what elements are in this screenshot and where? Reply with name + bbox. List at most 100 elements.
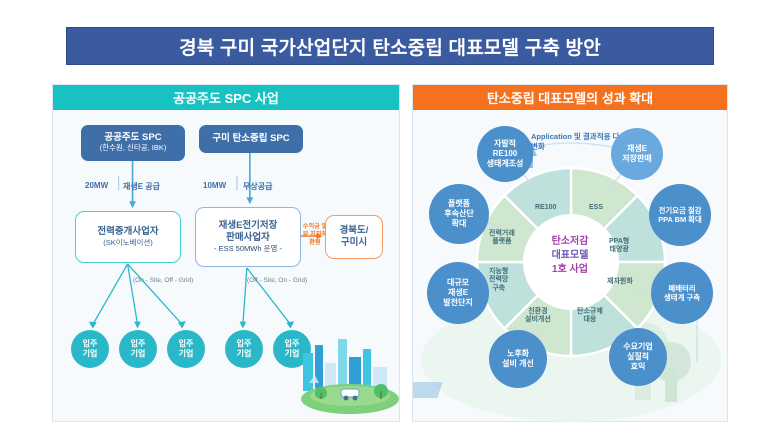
center-line2: 대표모델 bbox=[551, 250, 589, 261]
ring-label-line: 대응 bbox=[583, 316, 597, 324]
flow-label-left-capacity: 20MW bbox=[85, 181, 109, 190]
center-line1: 탄소저감 bbox=[551, 236, 589, 247]
outer-circle-line: 폐배터리 bbox=[668, 283, 696, 293]
flow-label-right-type: 무상공급 bbox=[243, 182, 273, 191]
outer-circle-line: 플랫폼 bbox=[447, 199, 471, 208]
government-line1: 경북도/ bbox=[339, 225, 369, 237]
industrial-city-illustration bbox=[301, 339, 399, 414]
ring-label-power-trading-platform: 전력거래 플랫폼 bbox=[489, 230, 515, 247]
performance-wheel: RE100 ESS PPA형 태양광 재자원화 탄소규제 대응 친환경 설비개선… bbox=[413, 110, 729, 423]
outer-circle-line: 후속산단 bbox=[444, 209, 474, 218]
wheel-center-label: 탄소저감 대표모델 1호 사업 bbox=[520, 235, 620, 277]
outer-circle-line: 수요기업 bbox=[623, 342, 653, 351]
ring-label-ppa-solar: PPA형 태양광 bbox=[609, 238, 629, 255]
spc-public-line2: (한수원, 신타공, IBK) bbox=[99, 143, 167, 153]
outer-circle-line: 설비 개선 bbox=[502, 359, 534, 368]
ring-label-line: 설비개선 bbox=[525, 316, 551, 324]
outer-circle-line: 확대 bbox=[451, 219, 467, 228]
outer-circle-line: PPA BM 확대 bbox=[658, 215, 702, 224]
government-box: 경북도/ 구미시 bbox=[325, 215, 383, 259]
outer-circle-line: 실질적 bbox=[626, 352, 650, 361]
tenant-line2: 기업 bbox=[130, 349, 146, 358]
power-broker-line2: (SK이노베이션) bbox=[103, 238, 153, 248]
power-broker-line1: 전력중개사업자 bbox=[97, 226, 159, 238]
center-line3: 1호 사업 bbox=[552, 264, 588, 275]
tenant-circle: 입주 기업 bbox=[119, 330, 157, 368]
ring-label-smart-grid: 지능형 전력망 구축 bbox=[489, 268, 508, 293]
outer-circle-large-renewable-complex: 대규모 재생E 발전단지 bbox=[427, 262, 489, 324]
outer-circle-line: 저장판매 bbox=[622, 154, 652, 163]
left-panel: 공공주도 SPC 사업 bbox=[52, 84, 400, 422]
ring-label-line: 플랫폼 bbox=[492, 238, 512, 246]
ring-label-line: RE100 bbox=[535, 204, 557, 211]
tenant-line2: 기업 bbox=[236, 349, 252, 358]
left-panel-header-text: 공공주도 SPC 사업 bbox=[173, 91, 279, 106]
ring-label-ess: ESS bbox=[589, 204, 603, 212]
outer-circle-line: RE100 bbox=[492, 149, 518, 158]
grid-label-off-site: (Off - Site, On - Grid) bbox=[247, 277, 308, 284]
spc-gumi-box: 구미 탄소중립 SPC bbox=[199, 125, 303, 153]
revenue-return-note: 수익금 일부 지자체 환원 bbox=[302, 223, 328, 246]
page-title-text: 경북 구미 국가산업단지 탄소중립 대표모델 구축 방안 bbox=[179, 37, 601, 59]
outer-circle-line: 재생E bbox=[626, 144, 648, 153]
outer-circle-ppa-bm-expansion: 전기요금 절감 PPA BM 확대 bbox=[649, 184, 711, 246]
outer-circle-line: 발전단지 bbox=[443, 298, 473, 307]
ring-label-carbon-regulation: 탄소규제 대응 bbox=[577, 308, 603, 325]
inner-ring-donut bbox=[475, 166, 667, 358]
ring-label-line: 탄소규제 bbox=[577, 308, 603, 315]
tenant-line2: 기업 bbox=[284, 349, 300, 358]
outer-circle-voluntary-re100: 자발적 RE100 생태계조성 bbox=[477, 126, 533, 182]
ring-label-line: 태양광 bbox=[609, 246, 629, 254]
storage-seller-line1: 재생E전기저장 bbox=[218, 220, 278, 232]
flow-label-left-type: 재생E 공급 bbox=[123, 182, 160, 191]
ring-label-eco-facility: 친환경 설비개선 bbox=[525, 308, 551, 325]
tenant-line2: 기업 bbox=[82, 349, 98, 358]
tenant-line1: 입주 bbox=[236, 339, 252, 349]
spc-public-box: 공공주도 SPC (한수원, 신타공, IBK) bbox=[81, 125, 185, 161]
storage-seller-line3: - ESS 50MWh 운영 - bbox=[214, 244, 282, 254]
tenant-line1: 입주 bbox=[284, 339, 300, 349]
grid-label-on-site: (On - Site, Off - Grid) bbox=[133, 277, 194, 284]
ring-label-line: 지능형 bbox=[489, 268, 509, 275]
outer-circle-aging-facility-improvement: 노후화 설비 개선 bbox=[489, 330, 547, 388]
outer-circle-renewable-storage-sales: 재생E 저장판매 bbox=[611, 128, 663, 180]
left-panel-header: 공공주도 SPC 사업 bbox=[53, 85, 399, 110]
tenant-circle: 입주 기업 bbox=[167, 330, 205, 368]
right-panel-header-text: 탄소중립 대표모델의 성과 확대 bbox=[486, 91, 654, 106]
ring-label-line: 재자원화 bbox=[607, 278, 633, 285]
outer-circle-platform-followup-complex: 플랫폼 후속산단 확대 bbox=[429, 184, 489, 244]
ring-label-line: 친환경 bbox=[528, 308, 548, 315]
outer-circle-demand-company-benefit: 수요기업 실질적 효익 bbox=[609, 328, 667, 386]
power-broker-box: 전력중개사업자 (SK이노베이션) bbox=[75, 211, 181, 263]
outer-circle-line: 효익 bbox=[630, 362, 646, 371]
outer-circle-line: 생태계 구축 bbox=[663, 293, 701, 302]
ring-label-recycling: 재자원화 bbox=[607, 278, 633, 286]
ring-label-line: 전력거래 bbox=[489, 230, 515, 237]
outer-circle-waste-battery-ecosystem: 폐배터리 생태계 구축 bbox=[651, 262, 713, 324]
ring-label-line: 구축 bbox=[492, 284, 506, 292]
storage-seller-line2: 판매사업자 bbox=[226, 232, 270, 244]
tenant-line1: 입주 bbox=[178, 339, 194, 349]
spc-public-line1: 공공주도 SPC bbox=[104, 132, 162, 144]
outer-circle-line: 노후화 bbox=[506, 349, 530, 358]
government-line2: 구미시 bbox=[340, 237, 368, 248]
ring-label-line: PPA형 bbox=[609, 238, 630, 245]
outer-circle-line: 전기요금 절감 bbox=[658, 205, 702, 215]
tenant-circle: 입주 기업 bbox=[71, 330, 109, 368]
outer-circle-line: 자발적 bbox=[493, 139, 517, 148]
ring-label-line: 전력망 bbox=[489, 276, 509, 284]
outer-circle-line: 대규모 bbox=[446, 278, 470, 287]
right-panel-header: 탄소중립 대표모델의 성과 확대 bbox=[413, 85, 727, 110]
outer-circle-line: 재생E bbox=[447, 288, 469, 297]
tenant-line1: 입주 bbox=[82, 339, 98, 349]
ring-label-line: ESS bbox=[589, 204, 604, 211]
storage-seller-box: 재생E전기저장 판매사업자 - ESS 50MWh 운영 - bbox=[195, 207, 301, 267]
right-panel: 탄소중립 대표모델의 성과 확대 bbox=[412, 84, 728, 422]
outer-circle-line: 생태계조성 bbox=[486, 159, 524, 168]
ring-label-re100: RE100 bbox=[535, 204, 556, 212]
page-title: 경북 구미 국가산업단지 탄소중립 대표모델 구축 방안 bbox=[66, 27, 714, 65]
tenant-line2: 기업 bbox=[178, 349, 194, 358]
tenant-line1: 입주 bbox=[130, 339, 146, 349]
flow-label-right-capacity: 10MW bbox=[203, 181, 227, 190]
